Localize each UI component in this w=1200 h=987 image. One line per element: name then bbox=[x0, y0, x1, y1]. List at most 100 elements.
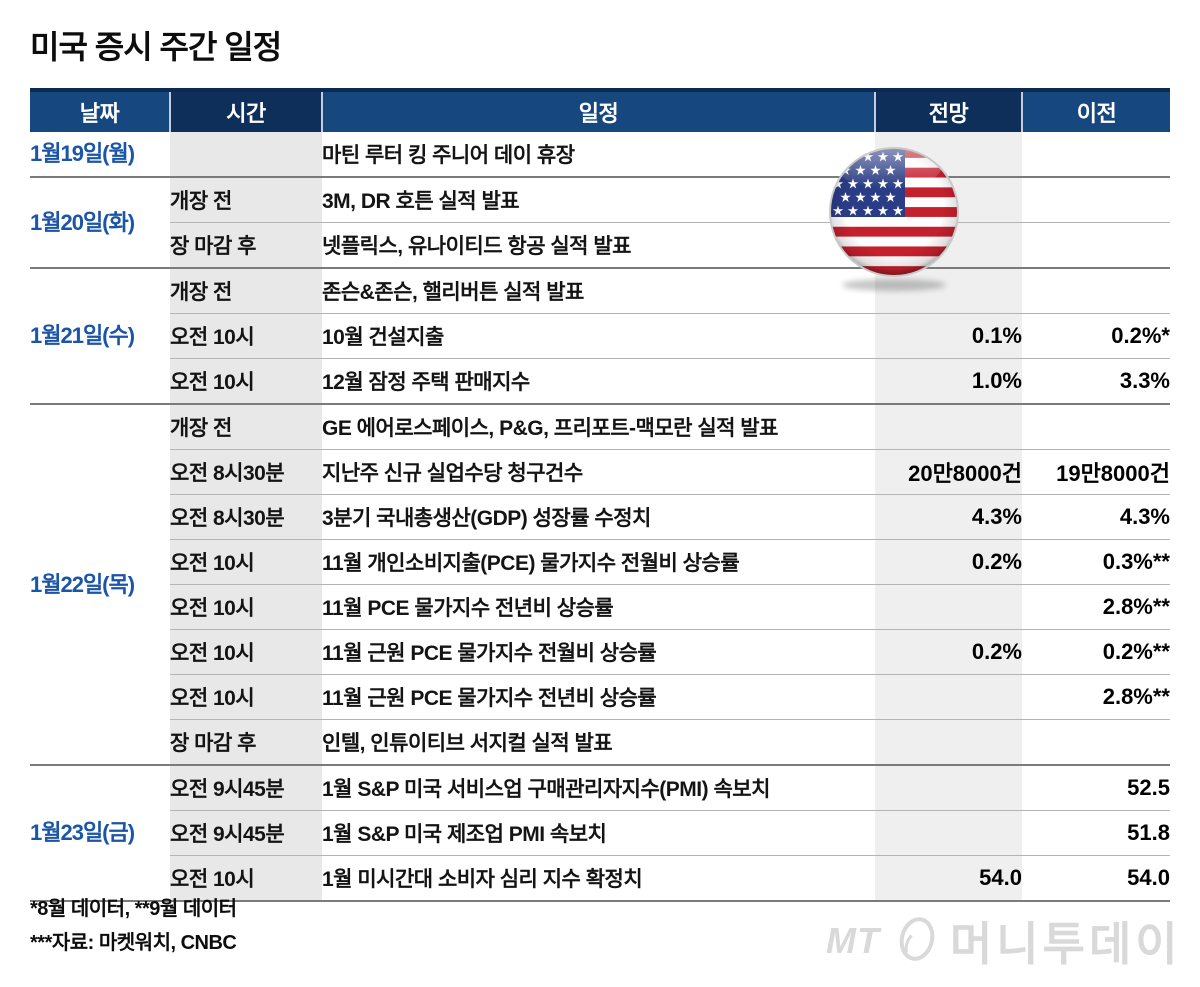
table-row: 1월23일(금) 오전 9시45분 1월 S&P 미국 서비스업 구매관리자지수(P… bbox=[30, 764, 1170, 901]
prev-cell bbox=[1022, 719, 1170, 765]
event-cell: GE 에어로스페이스, P&G, 프리포트-맥모란 실적 발표 bbox=[322, 403, 875, 450]
table-row: 오전 10시 10월 건설지출 0.1% 0.2%* bbox=[30, 313, 1170, 359]
prev-cell: 19만8000건 bbox=[1022, 449, 1170, 495]
forecast-cell bbox=[875, 674, 1022, 720]
time-cell: 오전 9시45분 bbox=[170, 810, 322, 856]
date-cell: 1월20일(화) bbox=[30, 176, 170, 268]
moneytoday-logo: MT 머니투데이 bbox=[826, 908, 1182, 974]
event-cell: 3M, DR 호튼 실적 발표 bbox=[322, 176, 875, 223]
event-cell: 존슨&존슨, 핼리버튼 실적 발표 bbox=[322, 267, 875, 314]
table-row: 1월19일(월) 마틴 루터 킹 주니어 데이 휴장 bbox=[30, 132, 1170, 177]
prev-cell: 2.8%** bbox=[1022, 674, 1170, 720]
table-row: 오전 10시 11월 근원 PCE 물가지수 전년비 상승률 2.8%** bbox=[30, 674, 1170, 720]
time-cell: 오전 10시 bbox=[170, 855, 322, 901]
table-row: 장 마감 후 인텔, 인튜이티브 서지컬 실적 발표 bbox=[30, 719, 1170, 765]
event-cell: 지난주 신규 실업수당 청구건수 bbox=[322, 449, 875, 495]
prev-cell: 0.3%** bbox=[1022, 539, 1170, 585]
forecast-cell: 20만8000건 bbox=[875, 449, 1022, 495]
time-cell: 오전 10시 bbox=[170, 358, 322, 404]
event-cell: 1월 S&P 미국 제조업 PMI 속보치 bbox=[322, 810, 875, 856]
event-cell: 3분기 국내총생산(GDP) 성장률 수정치 bbox=[322, 494, 875, 540]
table-header: 날짜 시간 일정 전망 이전 bbox=[30, 88, 1170, 132]
forecast-cell bbox=[875, 810, 1022, 856]
event-cell: 11월 PCE 물가지수 전년비 상승률 bbox=[322, 584, 875, 630]
table-row: 오전 10시 12월 잠정 주택 판매지수 1.0% 3.3% bbox=[30, 358, 1170, 404]
prev-cell bbox=[1022, 403, 1170, 450]
table-row: 오전 8시30분 3분기 국내총생산(GDP) 성장률 수정치 4.3% 4.3% bbox=[30, 494, 1170, 540]
prev-cell bbox=[1022, 176, 1170, 223]
time-cell: 오전 8시30분 bbox=[170, 449, 322, 495]
time-cell: 오전 10시 bbox=[170, 539, 322, 585]
table-row: 오전 10시 11월 근원 PCE 물가지수 전월비 상승률 0.2% 0.2%** bbox=[30, 629, 1170, 675]
date-cell: 1월21일(수) bbox=[30, 267, 170, 404]
forecast-cell bbox=[875, 584, 1022, 630]
prev-cell: 0.2%* bbox=[1022, 313, 1170, 359]
event-cell: 11월 개인소비지출(PCE) 물가지수 전월비 상승률 bbox=[322, 539, 875, 585]
table-row: 장 마감 후 넷플릭스, 유나이티드 항공 실적 발표 bbox=[30, 222, 1170, 268]
prev-cell: 0.2%** bbox=[1022, 629, 1170, 675]
prev-cell bbox=[1022, 267, 1170, 314]
event-cell: 11월 근원 PCE 물가지수 전년비 상승률 bbox=[322, 674, 875, 720]
time-cell: 오전 9시45분 bbox=[170, 764, 322, 811]
prev-cell: 51.8 bbox=[1022, 810, 1170, 856]
dial-circle-icon bbox=[894, 911, 940, 972]
time-cell: 개장 전 bbox=[170, 176, 322, 223]
event-cell: 마틴 루터 킹 주니어 데이 휴장 bbox=[322, 132, 875, 177]
event-cell: 12월 잠정 주택 판매지수 bbox=[322, 358, 875, 404]
table-row: 오전 10시 1월 미시간대 소비자 심리 지수 확정치 54.0 54.0 bbox=[30, 855, 1170, 901]
date-cell: 1월19일(월) bbox=[30, 132, 170, 177]
page-title: 미국 증시 주간 일정 bbox=[30, 29, 282, 65]
prev-cell: 54.0 bbox=[1022, 855, 1170, 901]
table-row: 1월20일(화) 개장 전 3M, DR 호튼 실적 발표 bbox=[30, 176, 1170, 268]
table-row: 오전 9시45분 1월 S&P 미국 제조업 PMI 속보치 51.8 bbox=[30, 810, 1170, 856]
forecast-cell: 1.0% bbox=[875, 358, 1022, 404]
forecast-cell: 0.2% bbox=[875, 629, 1022, 675]
logo-mt-text: MT bbox=[826, 920, 880, 961]
us-flag-icon bbox=[819, 146, 969, 296]
prev-cell bbox=[1022, 132, 1170, 177]
time-cell: 개장 전 bbox=[170, 267, 322, 314]
column-header-previous: 이전 bbox=[1021, 88, 1170, 132]
column-header-date: 날짜 bbox=[30, 88, 170, 132]
event-cell: 11월 근원 PCE 물가지수 전월비 상승률 bbox=[322, 629, 875, 675]
weekly-schedule-table: 날짜 시간 일정 전망 이전 1월19일(월) 마틴 루터 킹 주니어 데이 휴장 1월20… bbox=[30, 88, 1170, 902]
date-cell: 1월23일(금) bbox=[30, 764, 170, 901]
logo-korean-text: 머니투데이 bbox=[949, 918, 1182, 970]
forecast-cell: 0.1% bbox=[875, 313, 1022, 359]
event-cell: 10월 건설지출 bbox=[322, 313, 875, 359]
table-row: 오전 10시 11월 PCE 물가지수 전년비 상승률 2.8%** bbox=[30, 584, 1170, 630]
table-row: 1월21일(수) 개장 전 존슨&존슨, 핼리버튼 실적 발표 bbox=[30, 267, 1170, 404]
forecast-cell: 4.3% bbox=[875, 494, 1022, 540]
table-row: 오전 8시30분 지난주 신규 실업수당 청구건수 20만8000건 19만8000건 bbox=[30, 449, 1170, 495]
date-cell: 1월22일(목) bbox=[30, 403, 170, 765]
forecast-cell bbox=[875, 403, 1022, 450]
time-cell: 개장 전 bbox=[170, 403, 322, 450]
time-cell: 장 마감 후 bbox=[170, 719, 322, 765]
prev-cell: 2.8%** bbox=[1022, 584, 1170, 630]
event-cell: 1월 미시간대 소비자 심리 지수 확정치 bbox=[322, 855, 875, 901]
time-cell: 오전 10시 bbox=[170, 629, 322, 675]
prev-cell bbox=[1022, 222, 1170, 268]
time-cell: 오전 8시30분 bbox=[170, 494, 322, 540]
time-cell bbox=[170, 132, 322, 177]
forecast-cell bbox=[875, 764, 1022, 811]
footnote-data-months: *8월 데이터, **9월 데이터 bbox=[30, 898, 237, 920]
forecast-cell: 0.2% bbox=[875, 539, 1022, 585]
event-cell: 1월 S&P 미국 서비스업 구매관리자지수(PMI) 속보치 bbox=[322, 764, 875, 811]
column-header-forecast: 전망 bbox=[874, 88, 1022, 132]
forecast-cell: 54.0 bbox=[875, 855, 1022, 901]
forecast-cell bbox=[875, 719, 1022, 765]
prev-cell: 3.3% bbox=[1022, 358, 1170, 404]
event-cell: 넷플릭스, 유나이티드 항공 실적 발표 bbox=[322, 222, 875, 268]
column-header-schedule: 일정 bbox=[321, 88, 875, 132]
table-row: 오전 10시 11월 개인소비지출(PCE) 물가지수 전월비 상승률 0.2% 0.… bbox=[30, 539, 1170, 585]
time-cell: 오전 10시 bbox=[170, 584, 322, 630]
column-header-time: 시간 bbox=[169, 88, 322, 132]
footnote-source: ***자료: 마켓워치, CNBC bbox=[30, 932, 237, 954]
footnotes: *8월 데이터, **9월 데이터 ***자료: 마켓워치, CNBC bbox=[30, 892, 237, 960]
time-cell: 오전 10시 bbox=[170, 674, 322, 720]
time-cell: 장 마감 후 bbox=[170, 222, 322, 268]
time-cell: 오전 10시 bbox=[170, 313, 322, 359]
prev-cell: 4.3% bbox=[1022, 494, 1170, 540]
